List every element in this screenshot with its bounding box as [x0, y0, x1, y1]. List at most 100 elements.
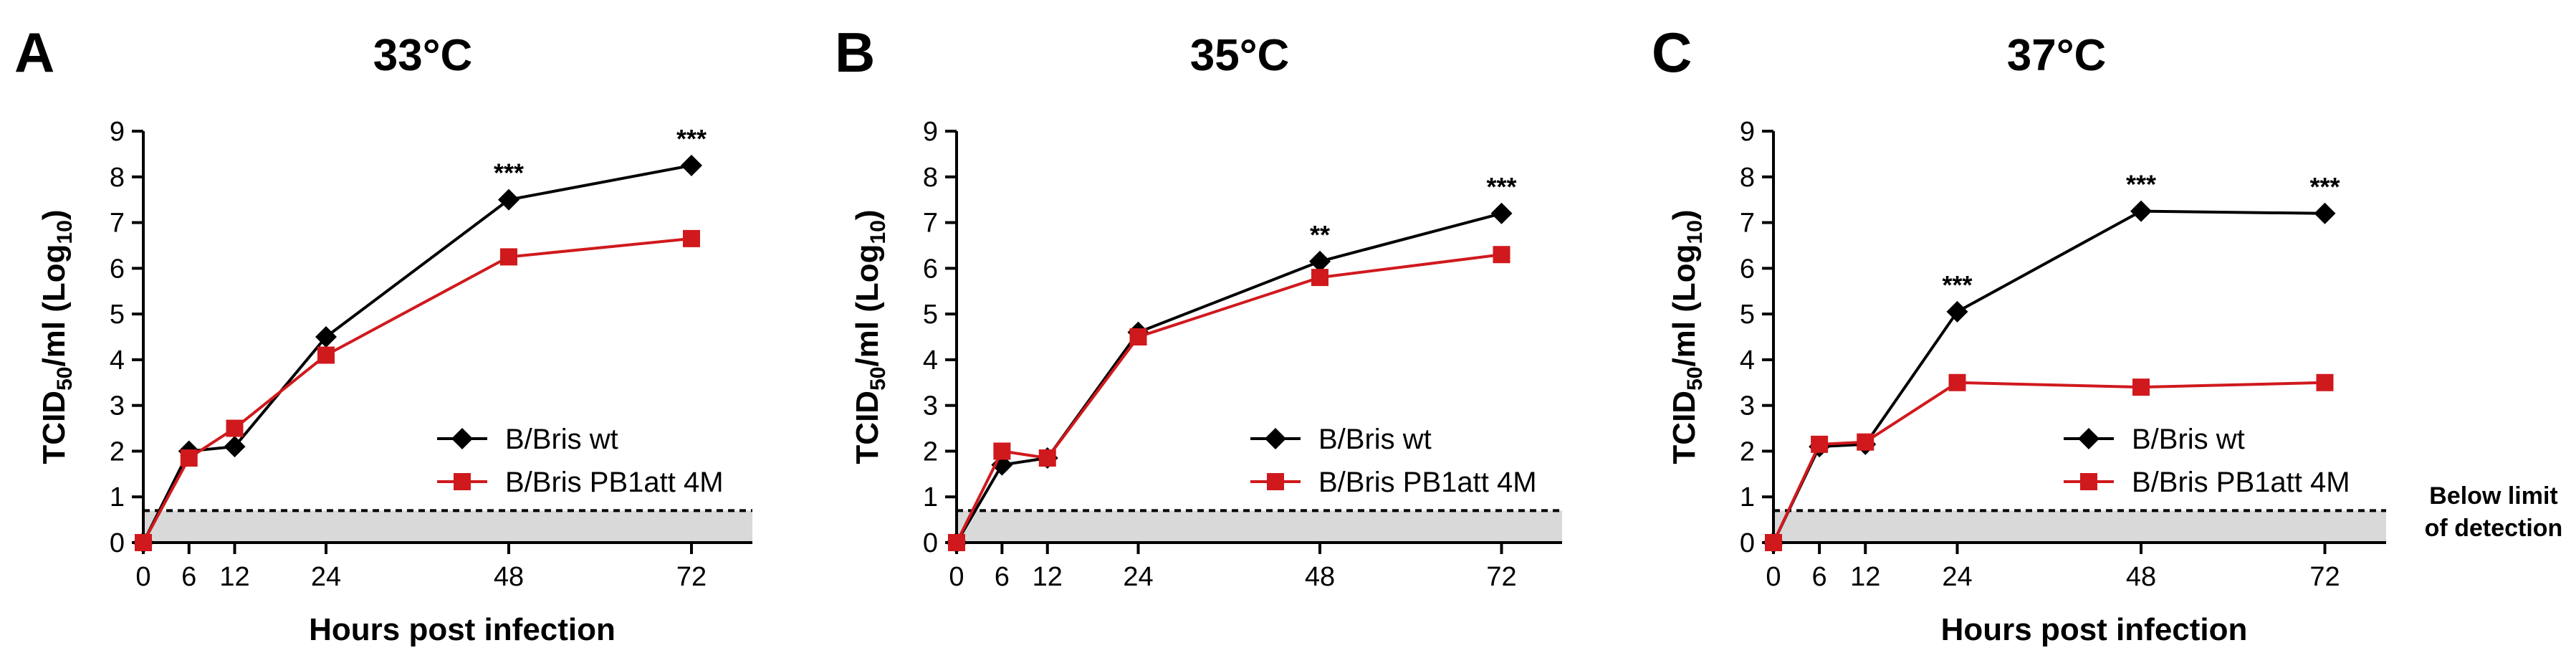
series-wt — [1763, 200, 2336, 553]
x-tick-label: 24 — [1942, 562, 1972, 592]
legend-label: B/Bris wt — [505, 424, 618, 455]
y-tick-label: 4 — [1740, 345, 1755, 376]
panel-letter: B — [835, 21, 875, 84]
data-point-square — [2132, 378, 2150, 396]
x-tick-label: 48 — [494, 562, 524, 592]
x-axis-title: Hours post infection — [309, 612, 616, 647]
y-tick-label: 3 — [110, 391, 125, 421]
series-pb1att — [948, 246, 1510, 551]
significance-label: *** — [1942, 270, 1972, 300]
legend-label: B/Bris wt — [1318, 424, 1432, 455]
y-tick-label: 9 — [110, 117, 125, 147]
lod-label-line1: Below limit — [2429, 482, 2557, 510]
x-tick-label: 72 — [676, 562, 707, 592]
y-tick-label: 9 — [923, 117, 938, 147]
y-tick-label: 8 — [1740, 163, 1755, 193]
data-point-diamond — [1309, 250, 1331, 272]
data-point-square — [317, 346, 335, 364]
data-point-square — [1857, 433, 1874, 451]
y-tick-label: 6 — [923, 254, 938, 284]
y-tick-label: 3 — [923, 391, 938, 421]
y-tick-label: 1 — [923, 482, 938, 512]
y-tick-label: 4 — [110, 345, 125, 376]
data-point-square — [683, 229, 700, 247]
data-point-diamond — [224, 436, 246, 458]
y-tick-label: 7 — [923, 209, 938, 239]
y-tick-label: 8 — [110, 163, 125, 193]
significance-label: *** — [2126, 170, 2156, 199]
y-tick-label: 6 — [110, 254, 125, 284]
data-point-diamond — [498, 189, 519, 211]
panel-title: 33°C — [373, 31, 473, 80]
detection-band — [957, 510, 1562, 543]
y-tick-label: 9 — [1740, 117, 1755, 147]
y-tick-label: 5 — [1740, 300, 1755, 330]
legend-entry: B/Bris PB1att 4M — [437, 467, 724, 498]
x-tick-label: 6 — [995, 562, 1010, 592]
y-axis-title: TCID50/ml (Log10) — [1667, 209, 1707, 464]
y-tick-label: 4 — [923, 345, 938, 376]
x-tick-label: 24 — [1123, 562, 1153, 592]
x-tick-label: 0 — [1766, 562, 1781, 592]
legend-marker — [2078, 428, 2099, 449]
data-point-diamond — [2130, 200, 2152, 222]
detection-band — [143, 510, 752, 543]
y-tick-label: 1 — [110, 482, 125, 512]
data-point-diamond — [1946, 300, 1968, 323]
data-point-diamond — [2314, 202, 2336, 224]
x-tick-label: 48 — [1305, 562, 1335, 592]
legend-label: B/Bris PB1att 4M — [1318, 467, 1537, 498]
data-point-square — [226, 419, 244, 437]
x-tick-label: 12 — [1850, 562, 1880, 592]
y-tick-label: 0 — [110, 528, 125, 558]
x-tick-label: 0 — [949, 562, 964, 592]
y-tick-label: 2 — [1740, 437, 1755, 467]
series-line — [955, 253, 1502, 543]
y-axis-title: TCID50/ml (Log10) — [850, 209, 890, 464]
y-tick-label: 0 — [923, 528, 938, 558]
data-point-diamond — [315, 326, 337, 348]
legend-entry: B/Bris PB1att 4M — [1250, 467, 1537, 498]
data-point-square — [2316, 373, 2334, 391]
y-tick-label: 6 — [1740, 254, 1755, 284]
y-tick-label: 8 — [923, 163, 938, 193]
series-pb1att — [135, 229, 700, 551]
data-point-square — [1765, 534, 1782, 551]
data-point-square — [500, 248, 517, 266]
x-tick-label: 48 — [2126, 562, 2156, 592]
y-tick-label: 0 — [1740, 528, 1755, 558]
y-tick-label: 2 — [110, 437, 125, 467]
y-tick-label: 1 — [1740, 482, 1755, 512]
legend-marker — [1267, 473, 1284, 490]
y-tick-label: 3 — [1740, 391, 1755, 421]
series-wt — [946, 202, 1513, 553]
x-tick-label: 12 — [1033, 562, 1063, 592]
x-tick-label: 72 — [2309, 562, 2340, 592]
x-tick-label: 6 — [1812, 562, 1827, 592]
detection-band — [1773, 510, 2386, 543]
legend-label: B/Bris PB1att 4M — [505, 467, 724, 498]
data-point-square — [948, 534, 965, 551]
significance-label: *** — [1486, 172, 1516, 201]
data-point-square — [993, 442, 1011, 460]
legend-entry: B/Bris wt — [2064, 424, 2245, 455]
lod-label-line2: of detection — [2425, 515, 2563, 542]
significance-label: *** — [2309, 172, 2340, 201]
data-point-diamond — [1490, 202, 1513, 224]
panel-title: 37°C — [2007, 31, 2107, 80]
legend-marker — [454, 473, 471, 490]
y-tick-label: 7 — [110, 209, 125, 239]
legend-marker — [451, 428, 473, 449]
x-tick-label: 0 — [135, 562, 150, 592]
legend-marker — [1265, 428, 1286, 449]
panel-title: 35°C — [1190, 31, 1290, 80]
x-tick-label: 72 — [1486, 562, 1516, 592]
y-tick-label: 2 — [923, 437, 938, 467]
legend-entry: B/Bris wt — [437, 424, 618, 455]
legend-label: B/Bris PB1att 4M — [2132, 467, 2350, 498]
data-point-square — [1129, 328, 1147, 345]
panel-letter: C — [1652, 21, 1692, 84]
legend-entry: B/Bris wt — [1250, 424, 1432, 455]
